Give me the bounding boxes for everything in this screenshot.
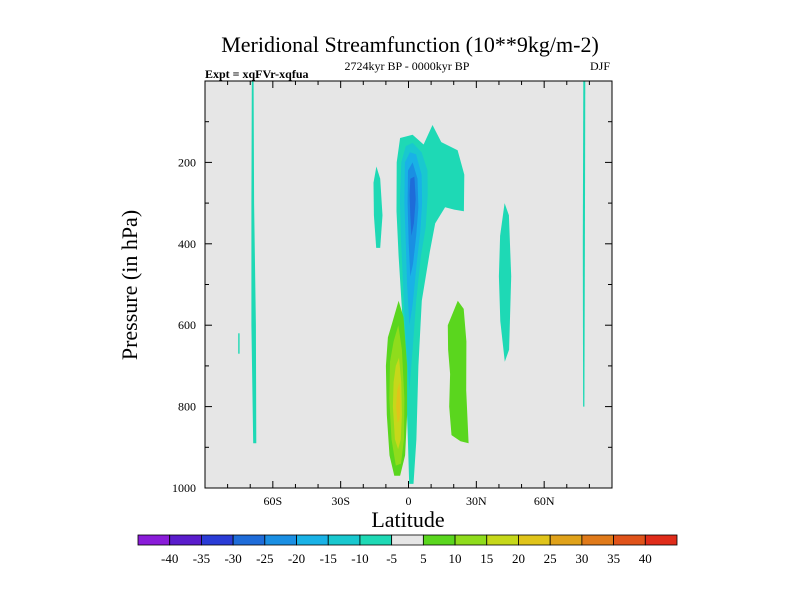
contour-negative-cell-45n bbox=[498, 203, 512, 362]
colorbar-label: -40 bbox=[161, 551, 178, 566]
colorbar-label: -15 bbox=[320, 551, 337, 566]
contour-equatorial-upper-cell-core bbox=[409, 176, 416, 236]
colorbar-swatch bbox=[359, 534, 393, 546]
colorbar-swatch bbox=[169, 534, 202, 546]
colorbar-swatch bbox=[137, 534, 171, 546]
colorbar-swatch bbox=[232, 534, 266, 546]
colorbar-swatch bbox=[296, 534, 329, 546]
contour-regions bbox=[238, 81, 586, 484]
y-axis-label: Pressure (in hPa) bbox=[117, 210, 142, 360]
experiment-label: Expt = xqFVr-xqfua bbox=[205, 67, 309, 81]
colorbar-swatch bbox=[518, 534, 551, 546]
colorbar-swatch bbox=[549, 534, 583, 546]
colorbar-label: -10 bbox=[351, 551, 368, 566]
colorbar-swatch bbox=[422, 534, 456, 546]
colorbar-label: -5 bbox=[386, 551, 397, 566]
colorbar-swatch bbox=[327, 534, 361, 546]
y-tick-label: 200 bbox=[178, 155, 196, 169]
x-axis-label: Latitude bbox=[371, 507, 444, 532]
contour-positive-cell-south-core bbox=[396, 382, 401, 423]
axis-ticks: 60S 30S 0 30N 60N 200 400 600 800 1000 bbox=[172, 81, 612, 508]
colorbar-label: 25 bbox=[544, 551, 557, 566]
season-label: DJF bbox=[590, 59, 610, 73]
colorbar-swatch bbox=[486, 534, 519, 546]
colorbar-label: 15 bbox=[480, 551, 493, 566]
colorbar: -40 -35 -30 -25 -20 -15 -10 -5 5 10 15 20 25 30 35 40 bbox=[137, 534, 678, 566]
contour-small-negative-cell-30s bbox=[373, 166, 383, 248]
y-tick-label: 400 bbox=[178, 237, 196, 251]
contour-southern-high-latitude-strip bbox=[251, 81, 257, 444]
chart-title: Meridional Streamfunction (10**9kg/m-2) bbox=[221, 32, 599, 57]
colorbar-swatch bbox=[391, 534, 424, 546]
colorbar-swatch bbox=[201, 534, 234, 546]
y-tick-label: 800 bbox=[178, 400, 196, 414]
colorbar-label: 5 bbox=[420, 551, 427, 566]
x-tick-label: 30S bbox=[331, 494, 350, 508]
colorbar-label: -25 bbox=[256, 551, 273, 566]
colorbar-swatch bbox=[644, 534, 678, 546]
colorbar-label: 30 bbox=[575, 551, 588, 566]
colorbar-label: -20 bbox=[288, 551, 305, 566]
x-tick-label: 60N bbox=[534, 494, 555, 508]
colorbar-label: -35 bbox=[193, 551, 210, 566]
colorbar-label: -30 bbox=[224, 551, 241, 566]
colorbar-label: 40 bbox=[639, 551, 652, 566]
colorbar-label: 10 bbox=[449, 551, 462, 566]
x-tick-label: 60S bbox=[263, 494, 282, 508]
colorbar-swatch bbox=[613, 534, 646, 546]
contour-northern-high-latitude-strip bbox=[582, 81, 586, 407]
contour-southern-small-sliver bbox=[238, 333, 240, 354]
colorbar-label: 20 bbox=[512, 551, 525, 566]
colorbar-swatch bbox=[454, 534, 488, 546]
y-tick-label: 1000 bbox=[172, 481, 196, 495]
colorbar-label: 35 bbox=[607, 551, 620, 566]
colorbar-swatch bbox=[581, 534, 614, 546]
x-tick-label: 30N bbox=[466, 494, 487, 508]
colorbar-swatch bbox=[264, 534, 297, 546]
x-tick-label: 0 bbox=[406, 494, 412, 508]
period-label: 2724kyr BP - 0000kyr BP bbox=[345, 59, 470, 73]
y-tick-label: 600 bbox=[178, 318, 196, 332]
contour-positive-cell-north bbox=[447, 300, 469, 444]
